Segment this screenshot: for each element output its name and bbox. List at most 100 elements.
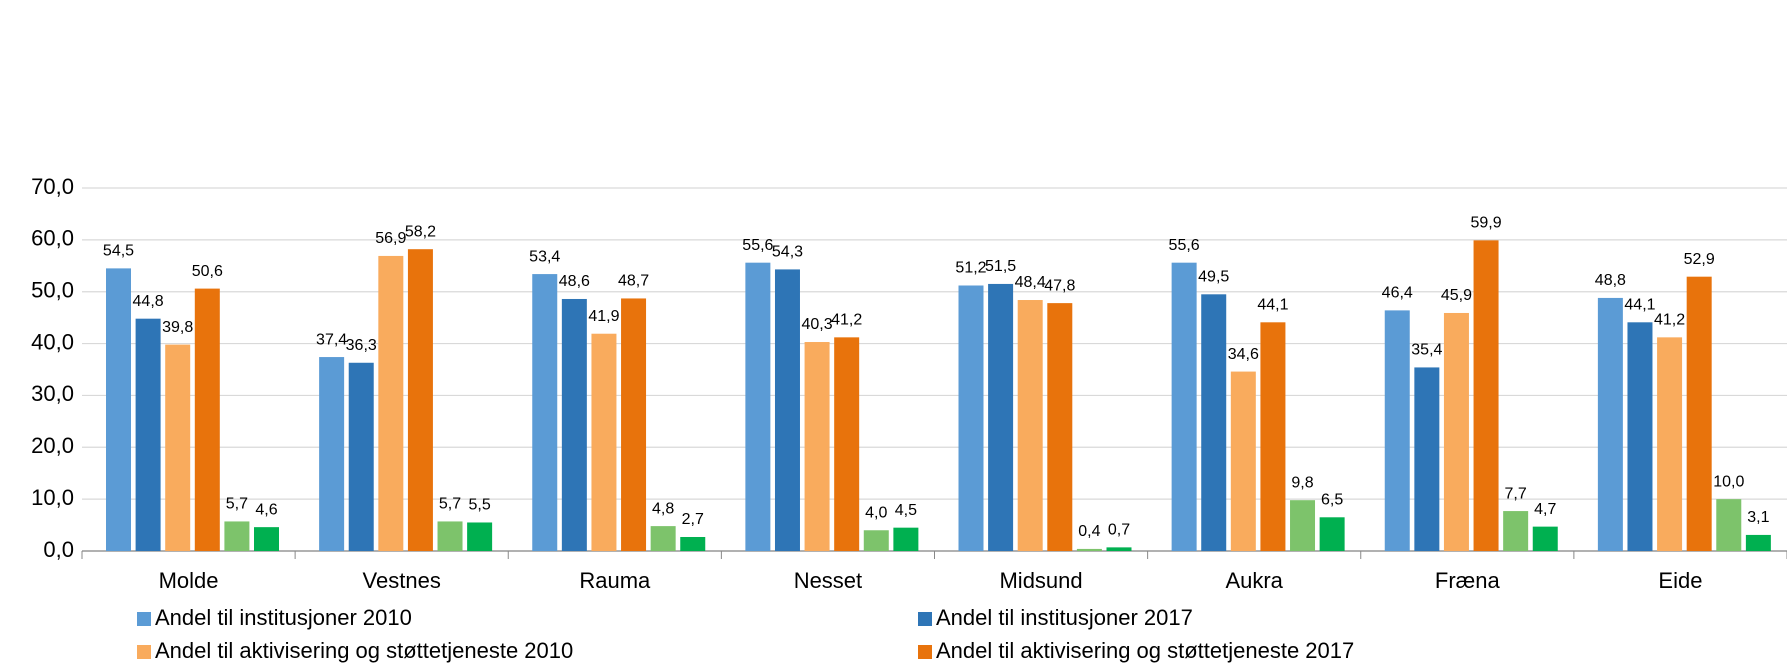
value-label: 54,5	[103, 243, 134, 260]
bar	[195, 289, 220, 551]
value-label: 44,8	[133, 293, 164, 310]
value-label: 3,1	[1747, 509, 1769, 526]
value-label: 56,9	[375, 230, 406, 247]
value-label: 55,6	[1169, 237, 1200, 254]
bar	[1231, 372, 1256, 551]
value-label: 51,5	[985, 258, 1016, 275]
y-tick-label: 0,0	[43, 537, 74, 562]
bar	[893, 528, 918, 551]
chart: 0,010,020,030,040,050,060,070,0Molde54,5…	[0, 0, 1787, 666]
value-label: 2,7	[682, 511, 704, 528]
x-tick-label: Eide	[1658, 568, 1702, 593]
bar	[1533, 527, 1558, 551]
value-label: 40,3	[802, 316, 833, 333]
bar	[805, 342, 830, 551]
legend-label: Andel til aktivisering og støttetjeneste…	[155, 638, 573, 663]
bar	[378, 256, 403, 551]
value-label: 48,6	[559, 273, 590, 290]
bar	[1657, 337, 1682, 551]
bar	[745, 263, 770, 551]
legend-swatch	[918, 645, 932, 659]
bar	[680, 537, 705, 551]
value-label: 5,5	[469, 497, 491, 514]
bar	[136, 319, 161, 551]
bar	[1746, 535, 1771, 551]
x-tick-label: Midsund	[999, 568, 1082, 593]
legend-swatch	[137, 612, 151, 626]
value-label: 53,4	[529, 248, 560, 265]
x-tick-label: Fræna	[1435, 568, 1501, 593]
bar	[438, 521, 463, 551]
value-label: 6,5	[1321, 492, 1343, 509]
bar	[1320, 517, 1345, 551]
bar	[408, 249, 433, 551]
value-label: 47,8	[1044, 277, 1075, 294]
legend-swatch	[137, 645, 151, 659]
value-label: 45,9	[1441, 287, 1472, 304]
value-label: 0,7	[1108, 522, 1130, 539]
value-label: 9,8	[1291, 474, 1313, 491]
value-label: 4,0	[865, 504, 887, 521]
y-tick-label: 70,0	[31, 174, 74, 199]
value-label: 50,6	[192, 263, 223, 280]
value-label: 41,2	[831, 312, 862, 329]
bar	[1172, 263, 1197, 551]
bar	[1385, 310, 1410, 551]
bar	[775, 269, 800, 551]
bar	[224, 521, 249, 551]
bar	[1201, 294, 1226, 551]
value-label: 44,1	[1624, 297, 1655, 314]
value-label: 51,2	[955, 260, 986, 277]
bar	[1018, 300, 1043, 551]
value-label: 4,7	[1534, 501, 1556, 518]
value-label: 46,4	[1382, 285, 1413, 302]
bar	[532, 274, 557, 551]
value-label: 41,9	[588, 308, 619, 325]
legend-label: Andel til aktivisering og støttetjeneste…	[936, 638, 1354, 663]
value-label: 52,9	[1684, 251, 1715, 268]
bar	[1107, 547, 1132, 551]
bar	[591, 334, 616, 551]
value-label: 35,4	[1411, 342, 1442, 359]
value-label: 39,8	[162, 319, 193, 336]
bar	[1716, 499, 1741, 551]
bar	[319, 357, 344, 551]
bar	[959, 285, 984, 551]
bar	[988, 284, 1013, 551]
bar	[562, 299, 587, 551]
bar	[1444, 313, 1469, 551]
bar	[1474, 240, 1499, 551]
y-tick-label: 10,0	[31, 485, 74, 510]
value-label: 44,1	[1257, 297, 1288, 314]
value-label: 0,4	[1078, 523, 1100, 540]
value-label: 48,8	[1595, 272, 1626, 289]
bar	[467, 522, 492, 551]
bar	[1687, 277, 1712, 551]
bar	[254, 527, 279, 551]
value-label: 10,0	[1713, 473, 1744, 490]
value-label: 59,9	[1470, 215, 1501, 232]
bar	[165, 345, 190, 551]
value-label: 7,7	[1505, 485, 1527, 502]
bar	[1627, 322, 1652, 551]
bar	[349, 363, 374, 551]
bar	[864, 530, 889, 551]
value-label: 55,6	[742, 237, 773, 254]
value-label: 34,6	[1228, 346, 1259, 363]
y-tick-label: 30,0	[31, 381, 74, 406]
y-tick-label: 50,0	[31, 278, 74, 303]
x-tick-label: Aukra	[1225, 568, 1283, 593]
value-label: 5,7	[226, 496, 248, 513]
y-tick-label: 20,0	[31, 433, 74, 458]
y-tick-label: 40,0	[31, 329, 74, 354]
bar	[1414, 367, 1439, 551]
value-label: 5,7	[439, 496, 461, 513]
x-tick-label: Rauma	[579, 568, 651, 593]
bar	[1077, 549, 1102, 551]
legend-label: Andel til institusjoner 2017	[936, 605, 1193, 630]
y-tick-label: 60,0	[31, 226, 74, 251]
x-tick-label: Nesset	[794, 568, 862, 593]
bar	[1598, 298, 1623, 551]
value-label: 58,2	[405, 223, 436, 240]
legend-label: Andel til institusjoner 2010	[155, 605, 412, 630]
